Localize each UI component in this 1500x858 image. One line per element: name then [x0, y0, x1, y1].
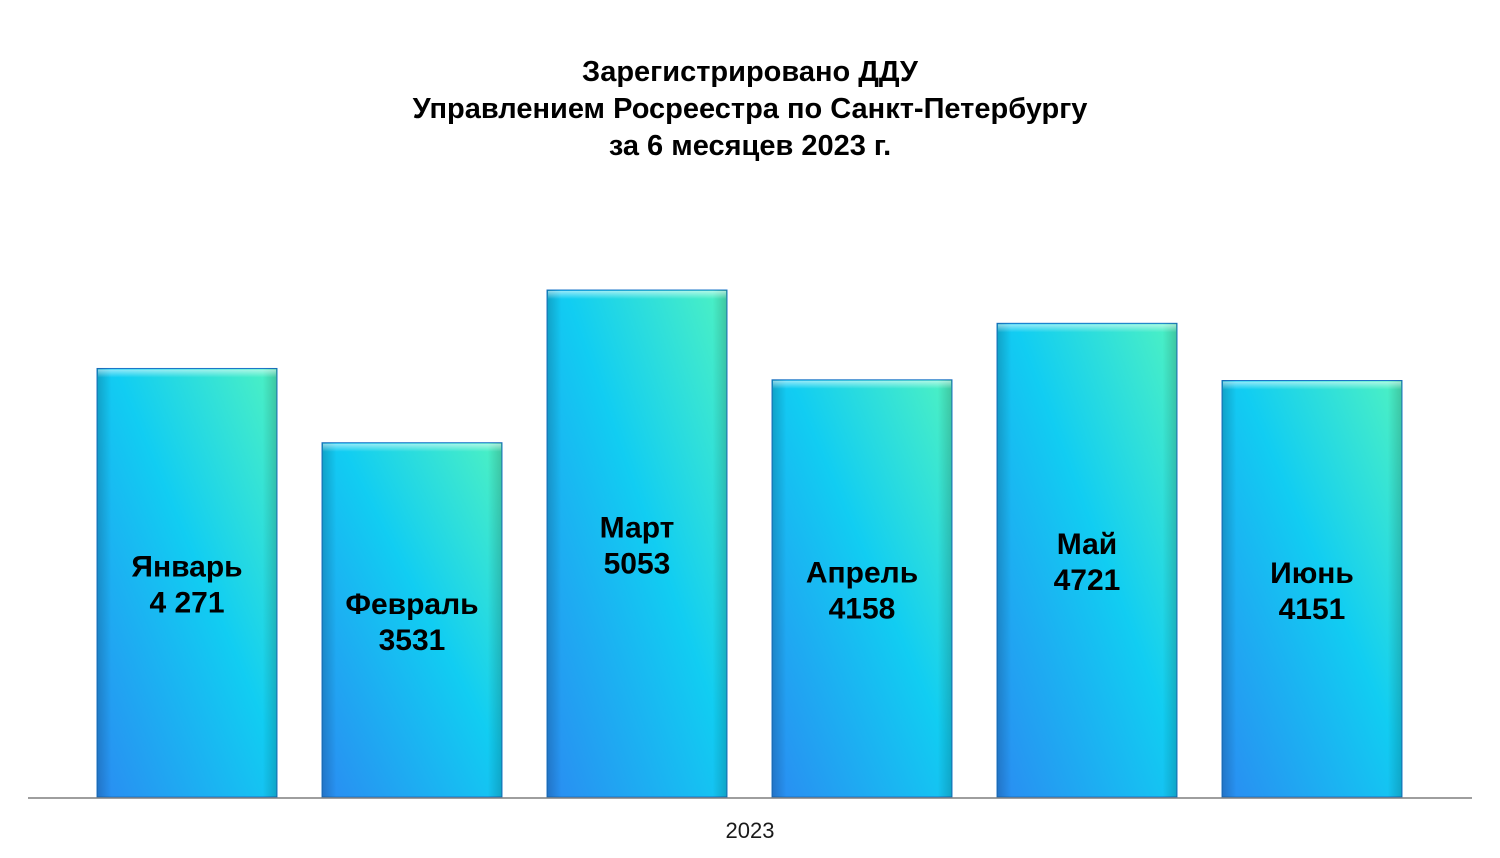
- bar-edge-shade: [97, 368, 277, 797]
- bar-value-label: 4721: [1054, 564, 1121, 597]
- bar-category-label: Апрель: [806, 556, 918, 589]
- bar-category-label: Март: [600, 512, 675, 545]
- bar-edge-shade: [997, 323, 1177, 797]
- bar-top-bevel: [548, 291, 726, 299]
- bar-edge-shade: [1222, 380, 1402, 797]
- bar-value-label: 4 271: [149, 587, 224, 620]
- bar-top-bevel: [323, 443, 501, 452]
- bar-edge-shade: [322, 442, 502, 797]
- bar-value-label: 4151: [1279, 593, 1346, 626]
- bar-category-label: Февраль: [345, 588, 478, 621]
- bar-top-bevel: [773, 380, 951, 389]
- bar-edge-shade: [547, 290, 727, 797]
- chart-title-line-1: Зарегистрировано ДДУ: [582, 56, 918, 88]
- bar-category-label: Июнь: [1270, 557, 1354, 590]
- bar-top-bevel: [998, 324, 1176, 333]
- bar-category-label: Май: [1057, 528, 1117, 561]
- bar-value-label: 5053: [604, 548, 671, 581]
- bar-value-label: 4158: [829, 592, 896, 625]
- chart-title-line-2: Управлением Росреестра по Санкт-Петербур…: [412, 93, 1088, 125]
- chart-title: Зарегистрировано ДДУ Управлением Росреес…: [0, 54, 1500, 165]
- bar-top-bevel: [98, 369, 276, 378]
- bar-category-label: Январь: [131, 551, 242, 584]
- chart-title-line-3: за 6 месяцев 2023 г.: [608, 130, 892, 162]
- bar-value-label: 3531: [379, 624, 446, 657]
- bar-edge-shade: [772, 379, 952, 797]
- x-axis-label: 2023: [726, 818, 775, 843]
- bar-top-bevel: [1223, 381, 1401, 390]
